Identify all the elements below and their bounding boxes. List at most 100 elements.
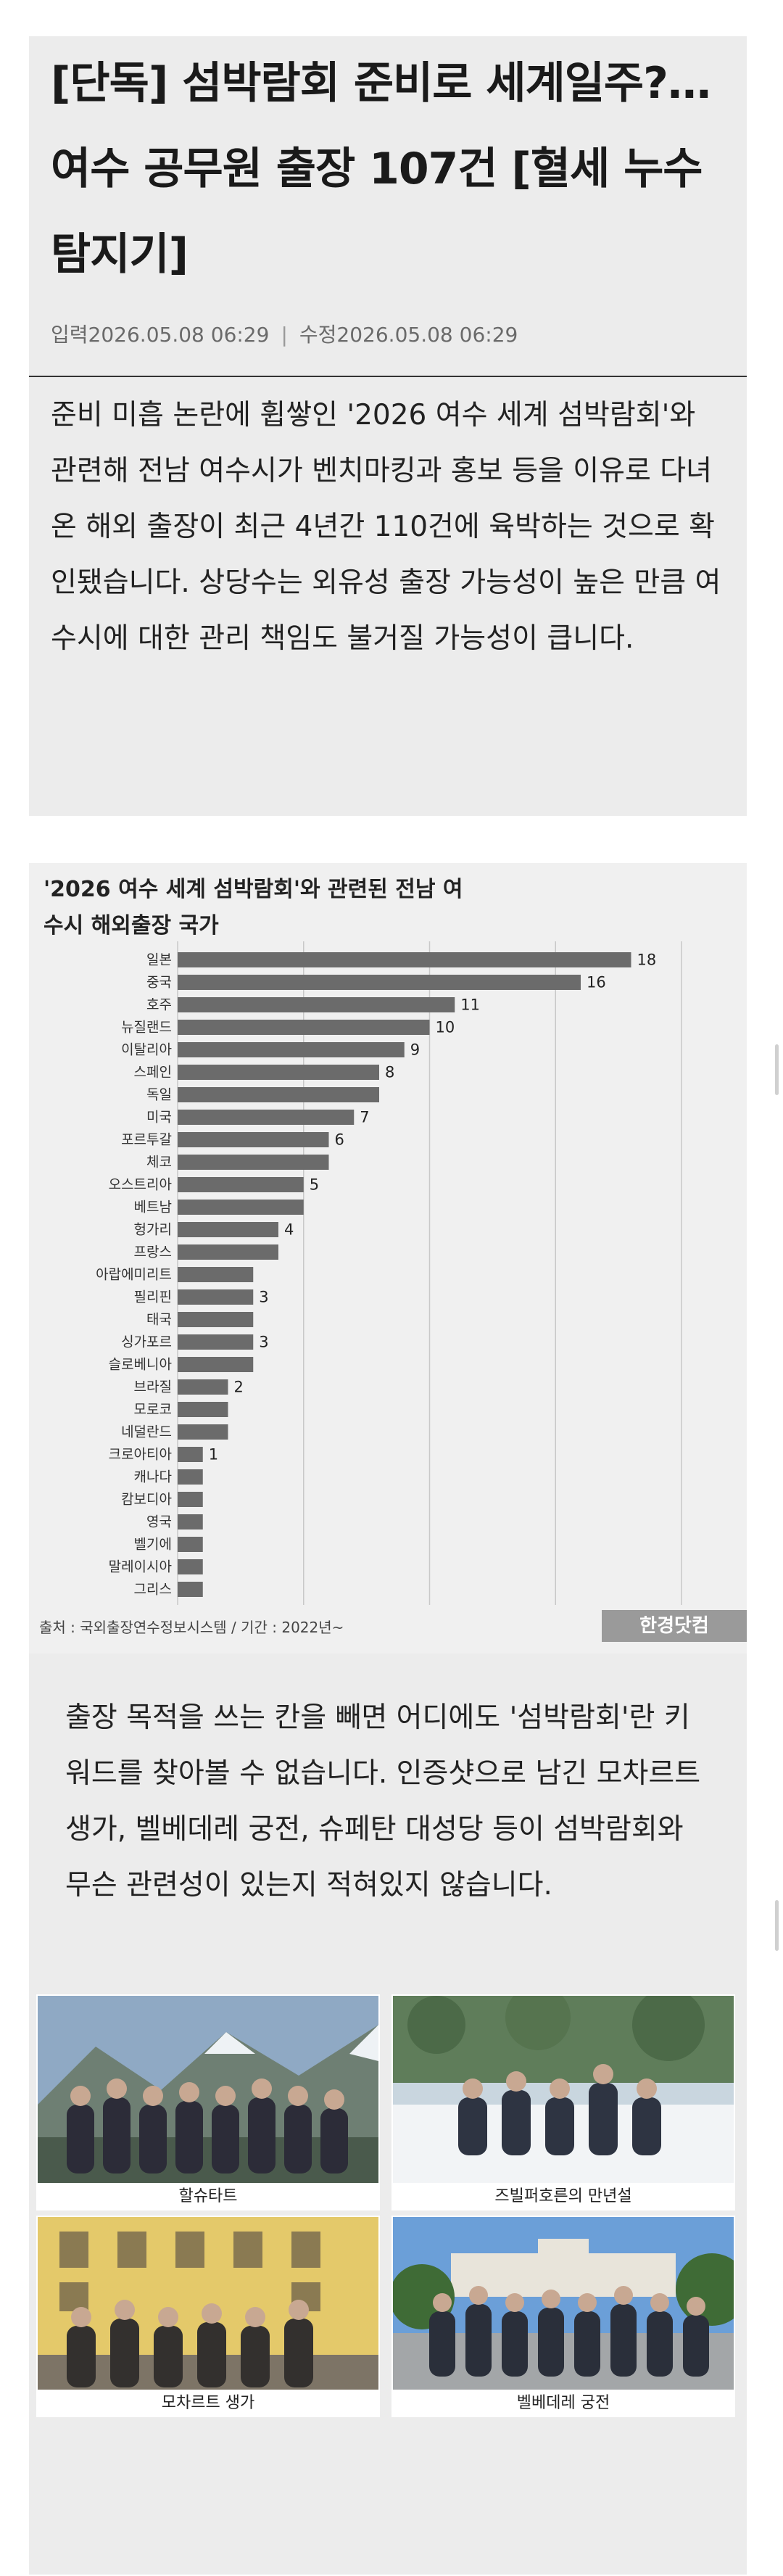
bar-이탈리아: [178, 1042, 405, 1057]
bar-그리스: [178, 1582, 203, 1597]
edit-label: 수정: [299, 323, 337, 347]
bar-독일: [178, 1087, 379, 1102]
value-label: 1: [209, 1446, 218, 1464]
lead-section: 준비 미흡 논란에 휩쌓인 '2026 여수 세계 섬박람회'와 관련해 전남 …: [29, 377, 747, 816]
category-label: 캐나다: [134, 1469, 172, 1485]
value-label: 16: [587, 974, 606, 991]
bar-네덜란드: [178, 1424, 228, 1440]
category-label: 일본: [146, 952, 172, 968]
input-time: 2026.05.08 06:29: [88, 323, 270, 347]
category-label: 오스트리아: [109, 1177, 172, 1193]
category-label: 싱가포르: [121, 1334, 172, 1350]
category-label: 슬로베니아: [109, 1357, 172, 1373]
photo-caption: 모차르트 생가: [36, 2390, 380, 2417]
group-photo-building: [38, 2217, 378, 2391]
body-paragraph: 출장 목적을 쓰는 칸을 빼면 어디에도 '섬박람회'란 키워드를 찾아볼 수 …: [65, 1701, 701, 1902]
publisher-watermark: 한경닷컴: [602, 1610, 747, 1642]
bar-싱가포르: [178, 1334, 254, 1350]
category-label: 필리핀: [134, 1289, 172, 1305]
article-title: [단독] 섬박람회 준비로 세계일주?…여수 공무원 출장 107건 [혈세 누…: [51, 58, 711, 280]
category-label: 말레이시아: [109, 1559, 172, 1575]
bar-체코: [178, 1155, 329, 1170]
value-label: 8: [385, 1064, 394, 1081]
category-label: 캄보디아: [121, 1492, 172, 1508]
category-label: 그리스: [134, 1582, 172, 1598]
category-label: 미국: [146, 1110, 172, 1126]
value-label: 11: [460, 996, 480, 1014]
bar-베트남: [178, 1200, 304, 1215]
category-label: 이탈리아: [121, 1042, 172, 1058]
photo-mozart-house: [36, 2216, 380, 2393]
category-label: 아랍에미리트: [96, 1267, 172, 1283]
bar-포르투갈: [178, 1132, 329, 1147]
value-label: 4: [284, 1221, 294, 1239]
value-label: 10: [436, 1019, 455, 1036]
category-label: 포르투갈: [121, 1132, 172, 1148]
chart-title: '2026 여수 세계 섬박람회'와 관련된 전남 여수시 해외출장 국가: [44, 877, 463, 938]
bar-크로아티아: [178, 1447, 203, 1462]
photo-hallstatt: [36, 1994, 380, 2186]
value-label: 2: [234, 1379, 244, 1396]
bar-영국: [178, 1514, 203, 1530]
photo-snow: [392, 1994, 735, 2186]
category-label: 영국: [146, 1514, 172, 1530]
dateline-separator: |: [281, 323, 288, 347]
scrollbar-thumb[interactable]: [775, 1044, 779, 1095]
group-photo-palace: [393, 2217, 734, 2391]
bar-오스트리아: [178, 1177, 304, 1192]
category-label: 네덜란드: [121, 1424, 172, 1440]
bar-태국: [178, 1312, 254, 1327]
value-label: 3: [259, 1289, 268, 1306]
bar-브라질: [178, 1379, 228, 1395]
body-section: 출장 목적을 쓰는 칸을 빼면 어디에도 '섬박람회'란 키워드를 찾아볼 수 …: [29, 1654, 747, 2575]
bar-슬로베니아: [178, 1357, 254, 1372]
scrollbar-thumb[interactable]: [775, 1900, 779, 1951]
category-label: 헝가리: [134, 1222, 172, 1238]
value-label: 6: [335, 1131, 344, 1149]
article-header: [단독] 섬박람회 준비로 세계일주?…여수 공무원 출장 107건 [혈세 누…: [29, 36, 747, 378]
category-label: 태국: [146, 1312, 172, 1328]
category-label: 모로코: [134, 1402, 172, 1418]
lead-paragraph: 준비 미흡 논란에 휩쌓인 '2026 여수 세계 섬박람회'와 관련해 전남 …: [51, 399, 721, 655]
value-label: 3: [259, 1334, 268, 1351]
group-photo-snow: [393, 1996, 734, 2184]
category-label: 크로아티아: [109, 1447, 172, 1463]
bar-말레이시아: [178, 1559, 203, 1574]
photo-belvedere: [392, 2216, 735, 2393]
group-photo-mountain: [38, 1996, 378, 2184]
bar-미국: [178, 1110, 355, 1125]
header-divider: [29, 376, 747, 378]
value-label: 9: [410, 1041, 420, 1059]
bar-호주: [178, 997, 455, 1012]
dateline: 입력2026.05.08 06:29 | 수정2026.05.08 06:29: [51, 319, 518, 348]
bar-캄보디아: [178, 1492, 203, 1507]
value-label: 7: [360, 1109, 369, 1126]
value-label: 5: [310, 1176, 319, 1194]
category-label: 호주: [146, 997, 172, 1013]
bar-스페인: [178, 1065, 379, 1080]
category-label: 베트남: [134, 1200, 172, 1215]
photo-caption: 벨베데레 궁전: [392, 2390, 735, 2417]
category-label: 브라질: [134, 1379, 172, 1395]
category-label: 스페인: [134, 1065, 172, 1081]
category-label: 벨기에: [134, 1537, 172, 1553]
bar-일본: [178, 952, 631, 967]
bar-필리핀: [178, 1289, 254, 1305]
category-label: 프랑스: [134, 1244, 172, 1260]
bar-모로코: [178, 1402, 228, 1417]
bar-벨기에: [178, 1537, 203, 1552]
edit-time: 2026.05.08 06:29: [336, 323, 518, 347]
category-label: 독일: [146, 1087, 172, 1103]
category-label: 중국: [146, 975, 172, 991]
bar-헝가리: [178, 1222, 278, 1237]
bar-프랑스: [178, 1244, 278, 1260]
bar-캐나다: [178, 1469, 203, 1485]
bar-뉴질랜드: [178, 1020, 430, 1035]
photo-caption: 즈빌퍼호른의 만년설: [392, 2183, 735, 2210]
category-label: 뉴질랜드: [121, 1020, 172, 1036]
input-label: 입력: [51, 323, 88, 347]
value-label: 18: [637, 951, 657, 969]
category-label: 체코: [146, 1155, 172, 1171]
